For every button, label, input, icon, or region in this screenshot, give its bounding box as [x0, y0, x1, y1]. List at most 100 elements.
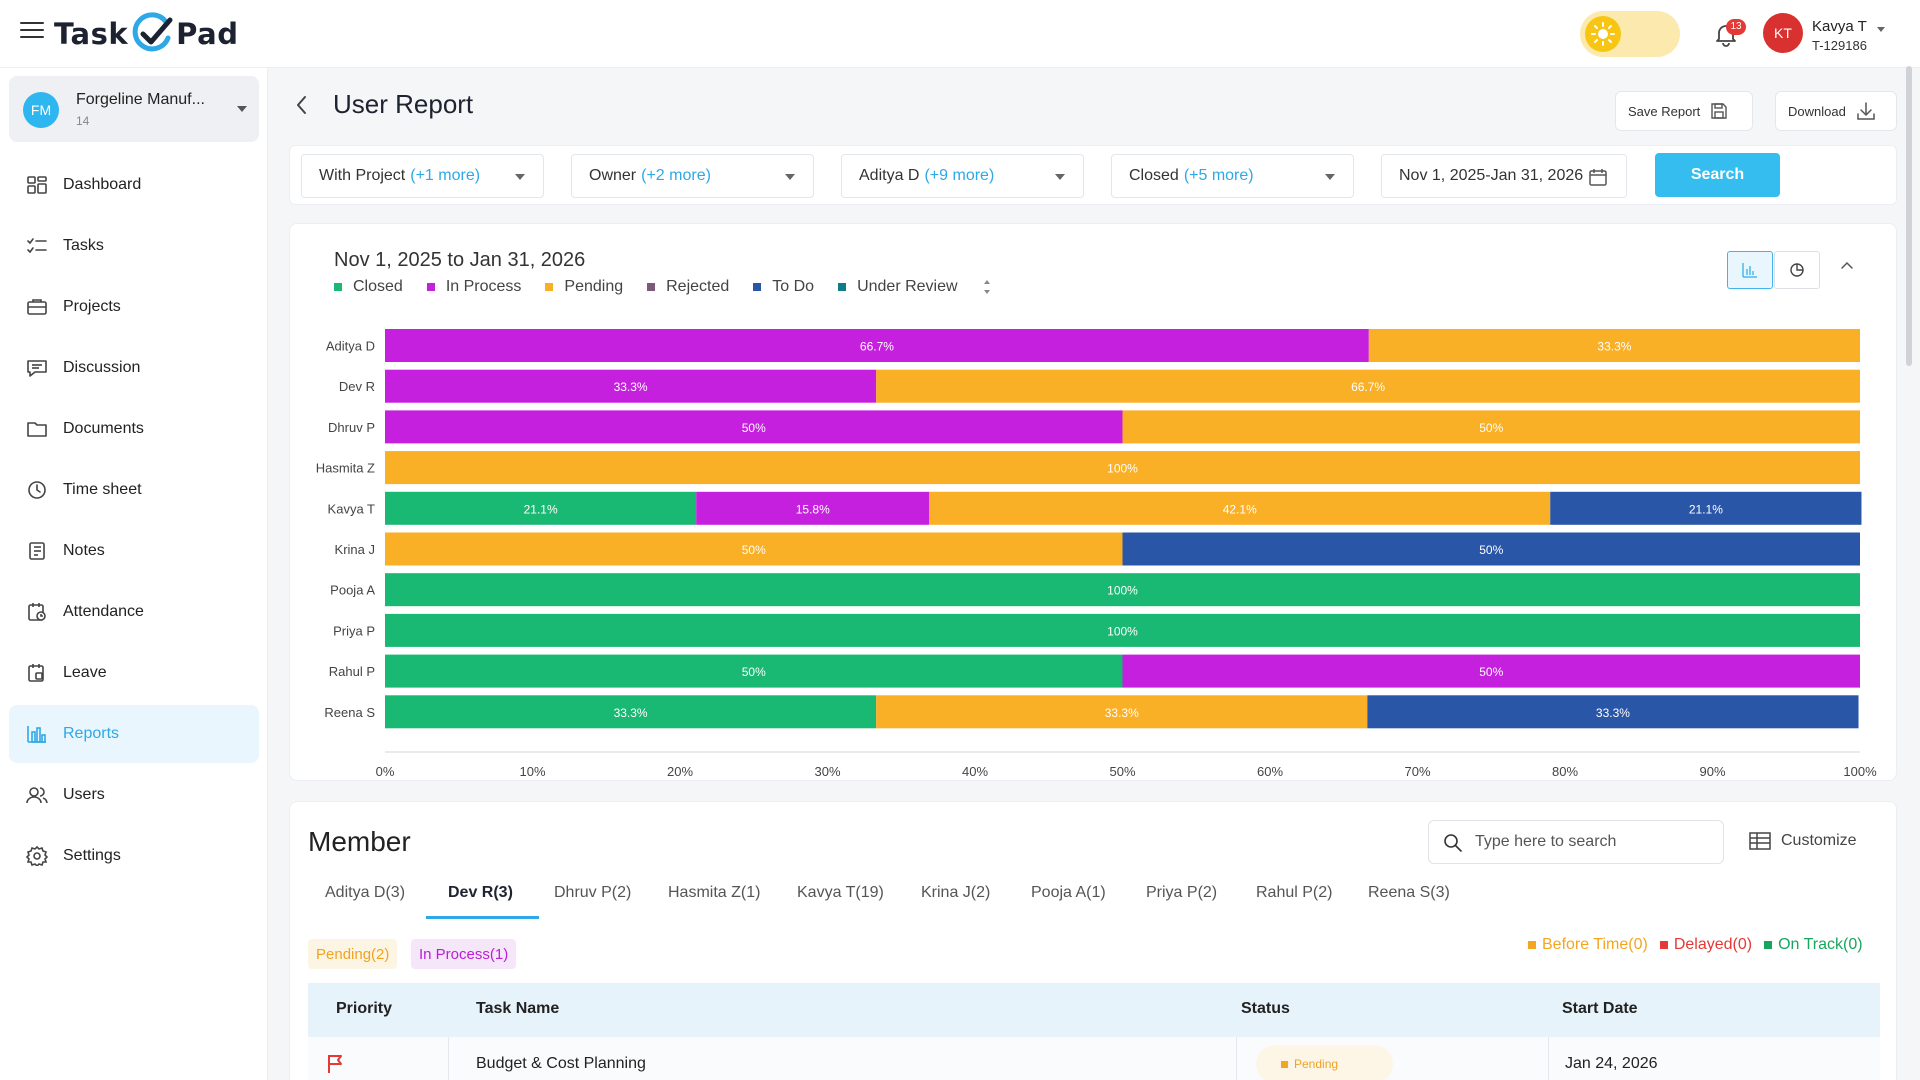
tab-rahul-p[interactable]: Rahul P(2) — [1256, 884, 1333, 901]
tab-dhruv-p[interactable]: Dhruv P(2) — [554, 884, 632, 901]
before-time-legend: Before Time(0) — [1528, 936, 1648, 954]
sidebar-item-label: Projects — [63, 298, 121, 315]
data-label-reena-s-closed: 33.3% — [614, 706, 648, 720]
sidebar-item-reports[interactable]: Reports — [9, 705, 259, 763]
back-arrow-icon[interactable] — [294, 94, 310, 116]
bar-dhruv-p-in-process[interactable] — [385, 410, 1123, 444]
data-label-kavya-t-pending: 42.1% — [1223, 502, 1257, 516]
sidebar-item-settings[interactable]: Settings — [9, 827, 259, 885]
pending-filter-chip[interactable]: Pending(2) — [308, 939, 398, 969]
sidebar-item-projects[interactable]: Projects — [9, 278, 259, 336]
data-label-kavya-t-to-do: 21.1% — [1689, 502, 1723, 516]
date-range-picker[interactable]: Nov 1, 2025-Jan 31, 2026 — [1381, 154, 1627, 198]
task-name-cell[interactable]: Budget & Cost Planning — [476, 1055, 646, 1072]
bar-priya-p-closed[interactable] — [385, 613, 1860, 647]
sidebar-item-leave[interactable]: Leave — [9, 644, 259, 702]
column-header-status[interactable]: Status — [1241, 1000, 1290, 1017]
legend-item-closed[interactable]: Closed — [334, 278, 403, 296]
x-tick-label-5: 50% — [1109, 764, 1135, 779]
bar-kavya-t-pending[interactable] — [929, 491, 1551, 525]
table-row[interactable]: Budget & Cost Planning Pending Jan 24, 2… — [308, 1037, 1880, 1080]
column-divider — [1236, 1037, 1237, 1080]
pie-chart-toggle-button[interactable] — [1774, 251, 1820, 289]
hamburger-menu-icon[interactable] — [20, 22, 44, 42]
sidebar-item-discussion[interactable]: Discussion — [9, 339, 259, 397]
page-scrollbar[interactable] — [1906, 66, 1912, 366]
bar-reena-s-closed[interactable] — [385, 695, 877, 729]
bar-hasmita-z-pending[interactable] — [385, 451, 1860, 485]
save-report-button[interactable]: Save Report — [1615, 91, 1753, 131]
tab-priya-p[interactable]: Priya P(2) — [1146, 884, 1218, 901]
sidebar-item-dashboard[interactable]: Dashboard — [9, 156, 259, 214]
filter-label: Aditya D — [859, 167, 920, 184]
user-menu-chevron-down-icon[interactable] — [1877, 27, 1885, 32]
column-header-priority[interactable]: Priority — [336, 1000, 393, 1017]
bar-rahul-p-closed[interactable] — [385, 654, 1123, 688]
tab-hasmita-z[interactable]: Hasmita Z(1) — [668, 884, 761, 901]
category-label-dhruv-p: Dhruv P — [328, 420, 375, 435]
user-avatar[interactable]: KT — [1763, 13, 1803, 53]
legend-swatch — [838, 283, 847, 291]
project-filter-select[interactable]: With Project (+1 more) — [301, 154, 544, 198]
legend-item-to-do[interactable]: To Do — [753, 278, 814, 296]
legend-item-in-process[interactable]: In Process — [426, 278, 521, 296]
tab-pooja-a[interactable]: Pooja A(1) — [1031, 884, 1106, 901]
logo-text-left: Task — [54, 17, 129, 51]
tab-aditya-d[interactable]: Aditya D(3) — [325, 884, 406, 901]
bar-kavya-t-closed[interactable] — [385, 491, 697, 525]
tab-reena-s[interactable]: Reena S(3) — [1368, 884, 1450, 901]
organization-switcher[interactable]: FM Forgeline Manuf... 14 — [9, 76, 259, 142]
filter-bar: With Project (+1 more) Owner (+2 more) A… — [289, 145, 1897, 205]
x-tick-label-4: 40% — [962, 764, 988, 779]
bar-krina-j-to-do[interactable] — [1122, 532, 1861, 566]
data-label-rahul-p-closed: 50% — [742, 665, 766, 679]
sidebar-item-tasks[interactable]: Tasks — [9, 217, 259, 275]
bar-dhruv-p-pending[interactable] — [1122, 410, 1861, 444]
bar-rahul-p-in-process[interactable] — [1122, 654, 1861, 688]
bar-krina-j-pending[interactable] — [385, 532, 1123, 566]
status-badge-label: Pending — [1294, 1057, 1339, 1071]
member-filter-select[interactable]: Aditya D (+9 more) — [841, 154, 1084, 198]
tab-krina-j[interactable]: Krina J(2) — [921, 884, 991, 901]
status-filter-select[interactable]: Closed (+5 more) — [1111, 154, 1354, 198]
attendance-icon — [28, 603, 46, 621]
sidebar-item-notes[interactable]: Notes — [9, 522, 259, 580]
bar-aditya-d-in-process[interactable] — [385, 329, 1369, 362]
tab-dev-r[interactable]: Dev R(3) — [448, 884, 513, 901]
legend-item-under-review[interactable]: Under Review — [838, 278, 958, 296]
legend-scroll-arrows-icon[interactable] — [982, 277, 992, 297]
bar-reena-s-pending[interactable] — [876, 695, 1368, 729]
column-header-task-name[interactable]: Task Name — [476, 1000, 560, 1017]
user-name[interactable]: Kavya T — [1812, 18, 1867, 35]
sidebar-item-users[interactable]: Users — [9, 766, 259, 824]
app-logo[interactable]: Task Pad — [54, 12, 238, 56]
sidebar-item-label: Leave — [63, 664, 107, 681]
x-tick-label-3: 30% — [814, 764, 840, 779]
bar-dev-r-in-process[interactable] — [385, 369, 877, 403]
bar-reena-s-to-do[interactable] — [1367, 695, 1859, 729]
bar-aditya-d-pending[interactable] — [1368, 329, 1860, 362]
sidebar-item-label: Settings — [63, 847, 121, 864]
member-search-input[interactable] — [1475, 831, 1705, 853]
legend-item-rejected[interactable]: Rejected — [647, 278, 729, 296]
users-icon — [26, 787, 48, 804]
download-button[interactable]: Download — [1775, 91, 1897, 131]
customize-button[interactable]: Customize — [1749, 831, 1857, 851]
sidebar-item-attendance[interactable]: Attendance — [9, 583, 259, 641]
bar-kavya-t-in-process[interactable] — [696, 491, 930, 525]
bar-kavya-t-to-do[interactable] — [1550, 491, 1862, 525]
task-table-header: Priority Task Name Status Start Date — [308, 983, 1880, 1037]
owner-filter-select[interactable]: Owner (+2 more) — [571, 154, 814, 198]
chevron-up-icon[interactable] — [1840, 260, 1854, 270]
bar-dev-r-pending[interactable] — [876, 369, 1860, 403]
bar-chart-toggle-button[interactable] — [1727, 251, 1773, 289]
sidebar-item-documents[interactable]: Documents — [9, 400, 259, 458]
theme-toggle[interactable] — [1580, 11, 1680, 57]
legend-item-pending[interactable]: Pending — [545, 278, 623, 296]
tab-kavya-t[interactable]: Kavya T(19) — [797, 884, 884, 901]
search-button[interactable]: Search — [1655, 153, 1780, 197]
column-header-start-date[interactable]: Start Date — [1562, 1000, 1638, 1017]
bar-pooja-a-closed[interactable] — [385, 573, 1860, 607]
in-process-filter-chip[interactable]: In Process(1) — [411, 939, 517, 969]
sidebar-item-time-sheet[interactable]: Time sheet — [9, 461, 259, 519]
